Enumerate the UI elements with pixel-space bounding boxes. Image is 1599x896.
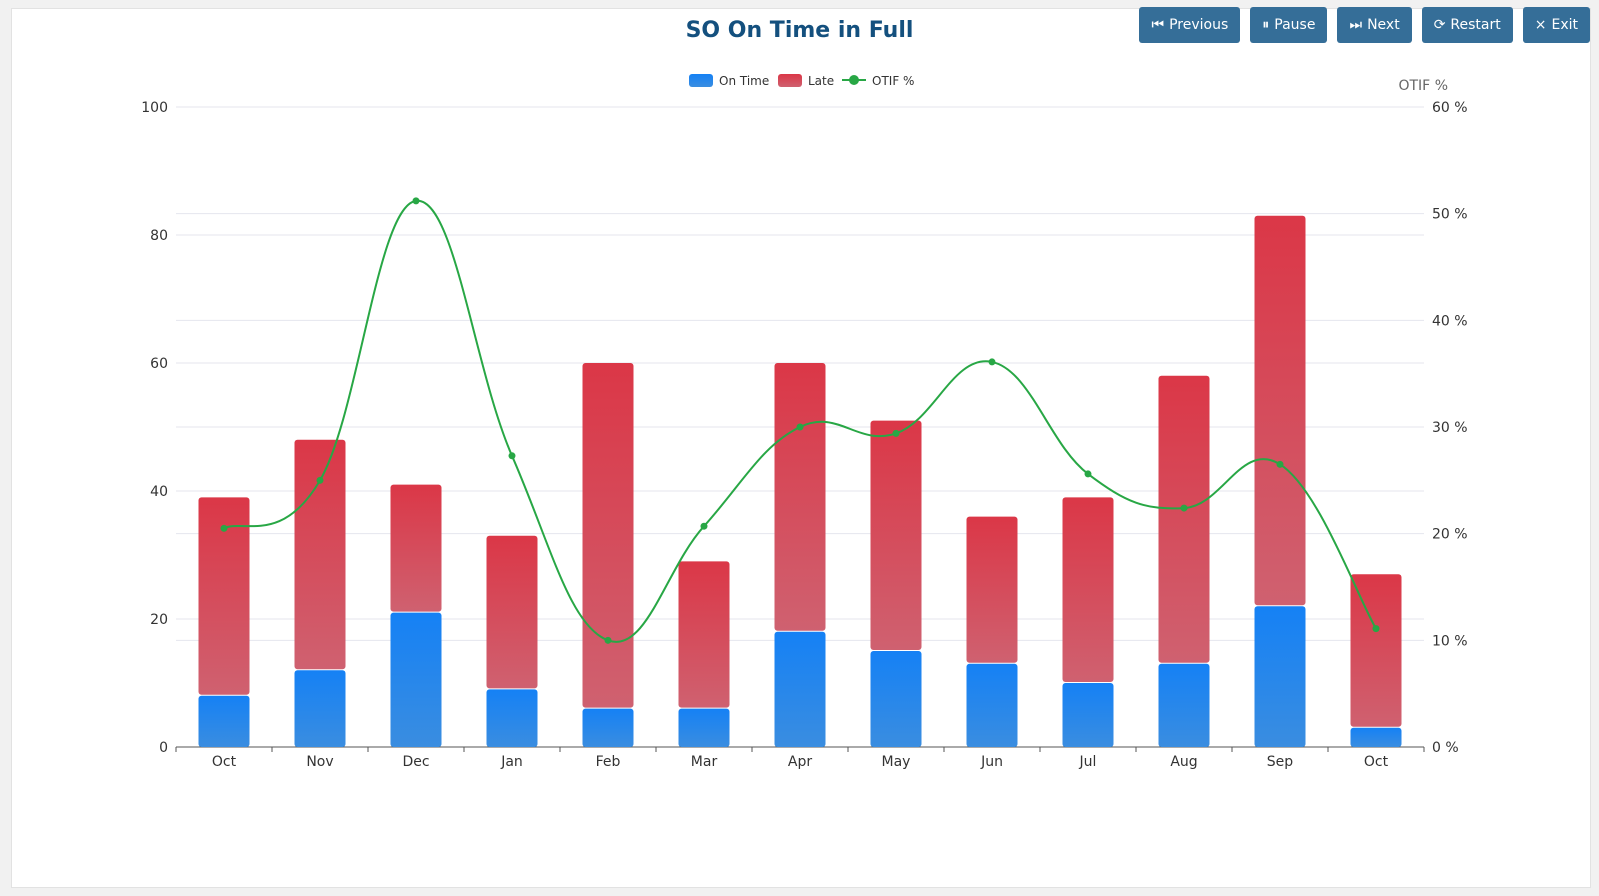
pause-label: Pause [1274,17,1316,33]
otif-point [508,452,516,460]
restart-label: Restart [1450,17,1501,33]
y-right-tick: 50 % [1432,207,1468,223]
x-tick-label: Oct [1364,754,1389,770]
y-right-tick: 60 % [1432,100,1468,116]
otif-point [700,522,708,530]
bar-on-time [1350,727,1402,747]
pause-icon: ⏸ [1262,17,1270,33]
restart-button[interactable]: ⟳ Restart [1421,7,1513,43]
exit-label: Exit [1551,17,1578,33]
bar-late [1062,497,1114,682]
skip-back-icon: ⏮ [1151,17,1165,33]
x-tick-label: Mar [691,754,718,770]
bar-late [1350,574,1402,727]
y-left-tick: 60 [150,356,168,372]
next-label: Next [1367,17,1400,33]
x-tick-label: May [882,754,911,770]
x-tick-label: Sep [1267,754,1294,770]
otif-point [220,524,228,532]
otif-point [1180,504,1188,512]
close-icon: × [1534,17,1547,33]
y-right-tick: 0 % [1432,740,1459,756]
y-right-tick: 40 % [1432,313,1468,329]
y-left-tick: 20 [150,612,168,628]
bar-on-time [870,651,922,747]
bar-late [1158,375,1210,663]
y-right-axis-label: OTIF % [1398,78,1448,94]
otif-point [988,358,996,366]
bar-late [390,484,442,612]
x-tick-label: Jan [500,754,523,770]
bar-on-time [966,663,1018,747]
restart-icon: ⟳ [1433,17,1446,33]
bar-on-time [294,670,346,747]
x-tick-label: Jul [1079,754,1097,770]
bar-on-time [678,708,730,747]
bar-late [1254,215,1306,606]
y-right-tick: 20 % [1432,527,1468,543]
bar-late [198,497,250,695]
bar-on-time [1254,606,1306,747]
bar-late [486,535,538,689]
otif-point [892,429,900,437]
bar-on-time [486,689,538,747]
bar-on-time [1062,683,1114,747]
x-tick-label: Aug [1170,754,1197,770]
legend-label-otif: OTIF % [872,74,914,88]
bar-on-time [582,708,634,747]
x-tick-label: Nov [306,754,333,770]
otif-point [604,636,612,644]
y-right-tick: 30 % [1432,420,1468,436]
y-left-tick: 100 [141,100,168,116]
skip-forward-icon: ⏭ [1349,17,1363,33]
bar-late [870,420,922,650]
otif-point [796,423,804,431]
bar-late [582,363,634,708]
legend-label-on-time: On Time [719,74,769,88]
legend-swatch-late [778,74,802,87]
otif-point [316,476,324,484]
y-right-tick: 10 % [1432,633,1468,649]
next-button[interactable]: ⏭ Next [1337,7,1412,43]
bar-on-time [774,631,826,747]
legend-label-late: Late [808,74,834,88]
x-tick-label: Feb [596,754,621,770]
slideshow-toolbar: ⏮ Previous ⏸ Pause ⏭ Next ⟳ Restart × Exit [1139,7,1590,43]
legend-swatch-otif-dot [849,75,859,85]
otif-point [412,197,420,205]
bar-on-time [1158,663,1210,747]
chart-title: SO On Time in Full [685,18,914,43]
y-left-tick: 40 [150,484,168,500]
x-tick-label: Apr [788,754,812,770]
exit-button[interactable]: × Exit [1522,7,1590,43]
y-left-tick: 80 [150,228,168,244]
previous-button[interactable]: ⏮ Previous [1139,7,1241,43]
x-tick-label: Dec [402,754,429,770]
bar-on-time [198,695,250,747]
pause-button[interactable]: ⏸ Pause [1250,7,1328,43]
x-tick-label: Oct [212,754,237,770]
x-tick-label: Jun [980,754,1003,770]
previous-label: Previous [1169,17,1229,33]
bar-on-time [390,612,442,747]
otif-point [1372,625,1380,633]
legend-swatch-on-time [689,74,713,87]
bar-late [294,439,346,670]
bar-late [678,561,730,708]
bar-late [774,363,826,631]
bar-late [966,516,1018,663]
otif-point [1276,460,1284,468]
y-left-tick: 0 [159,740,168,756]
otif-point [1084,470,1092,478]
